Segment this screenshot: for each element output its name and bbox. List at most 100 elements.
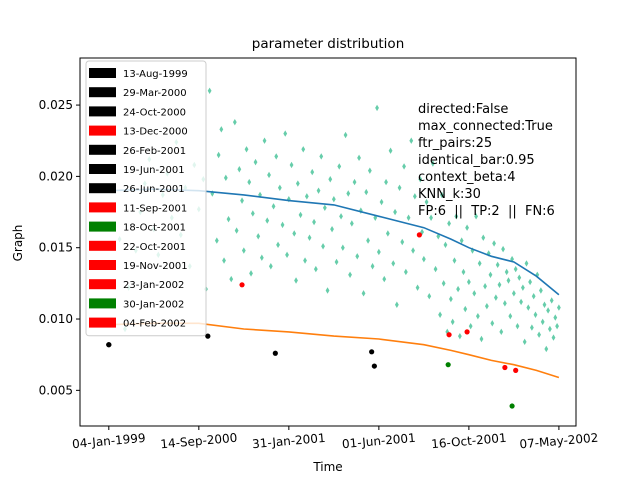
legend-entry: 13-Dec-2000: [123, 127, 188, 138]
legend-swatch: [89, 164, 116, 174]
scatter-point: [553, 314, 558, 321]
scatter-point: [538, 287, 543, 294]
scatter-point: [249, 270, 253, 277]
scatter-point: [280, 221, 285, 229]
scatter-point: [256, 233, 261, 240]
scatter-point: [274, 153, 279, 160]
scatter-point: [292, 230, 297, 237]
scatter-point: [393, 208, 397, 216]
scatter-point: [454, 213, 459, 220]
scatter-point: [429, 214, 433, 221]
scatter-point: [499, 328, 504, 336]
scatter-point: [226, 215, 231, 223]
scatter-point: [447, 220, 451, 227]
scatter-point: [513, 265, 518, 273]
annotation-line: FP:6 || TP:2 || FN:6: [418, 204, 555, 219]
scatter-point: [214, 237, 219, 244]
scatter-point: [271, 203, 276, 210]
scatter-point: [490, 320, 495, 327]
legend-entry: 29-Mar-2000: [123, 88, 187, 99]
scatter-point: [310, 168, 315, 176]
scatter-point: [330, 225, 334, 233]
scatter-point: [388, 147, 393, 154]
legend-entry: 11-Sep-2001: [123, 203, 187, 214]
scatter-point: [400, 238, 405, 246]
scatter-point: [517, 274, 522, 281]
scatter-point: [376, 248, 381, 256]
scatter-point: [501, 245, 505, 253]
x-tick-label: 04-Jan-1999: [72, 431, 147, 451]
scatter-point: [450, 318, 455, 326]
legend-swatch: [89, 144, 116, 155]
legend-swatch: [89, 298, 116, 309]
legend-swatch: [89, 202, 116, 213]
annotation-line: context_beta:4: [418, 170, 515, 185]
scatter-point: [438, 311, 442, 318]
annotation-line: max_connected:True: [418, 119, 553, 134]
scatter-point: [411, 247, 415, 254]
legend-entry: 30-Jan-2002: [123, 299, 184, 310]
scatter-point: [304, 193, 309, 200]
scatter-point: [222, 257, 226, 264]
scatter-point: [207, 87, 212, 95]
scatter-point: [452, 257, 457, 264]
scatter-point: [540, 318, 545, 326]
scatter-point: [495, 261, 500, 269]
scatter-point: [493, 294, 498, 301]
chart-title: parameter distribution: [252, 36, 405, 52]
scatter-point: [262, 137, 267, 144]
scatter-point: [295, 180, 300, 187]
event-point: [239, 282, 245, 288]
scatter-point: [361, 290, 366, 297]
scatter-point: [370, 263, 375, 270]
event-point: [446, 332, 452, 338]
event-point: [106, 342, 112, 348]
scatter-point: [379, 198, 384, 206]
scatter-point: [364, 188, 369, 196]
legend-swatch: [89, 183, 116, 194]
scatter-point: [319, 153, 324, 160]
scatter-point: [334, 258, 339, 266]
x-axis-label: Time: [312, 460, 342, 474]
plot-frame: [79, 57, 577, 427]
event-point: [272, 350, 278, 356]
scatter-point: [497, 281, 502, 288]
scatter-point: [223, 174, 228, 182]
legend-swatch: [89, 106, 116, 117]
legend-entry: 23-Jan-2002: [123, 280, 184, 291]
scatter-point: [265, 217, 270, 224]
event-point: [445, 362, 451, 368]
scatter-point: [537, 331, 541, 338]
scatter-point: [259, 254, 264, 261]
scatter-point: [355, 253, 360, 260]
scatter-point: [457, 332, 462, 340]
y-tick-label: 0.025: [39, 98, 73, 112]
scatter-point: [556, 304, 561, 311]
legend-swatch: [89, 317, 116, 328]
scatter-point: [232, 118, 237, 126]
scatter-point: [421, 255, 426, 263]
y-axis-label: Graph: [11, 225, 25, 262]
scatter-point: [298, 211, 303, 219]
scatter-point: [373, 214, 378, 221]
scatter-point: [294, 277, 298, 284]
annotation-line: ftr_pairs:25: [418, 136, 492, 151]
legend-swatch: [89, 279, 116, 290]
scatter-point: [289, 161, 294, 169]
scatter-point: [511, 290, 516, 297]
scatter-point: [349, 220, 354, 227]
scatter-point: [303, 257, 307, 264]
x-tick-label: 07-May-2002: [519, 431, 599, 452]
scatter-point: [268, 263, 273, 270]
scatter-point: [286, 196, 291, 203]
scatter-point: [529, 324, 534, 331]
scatter-point: [348, 271, 352, 279]
scatter-point: [479, 335, 484, 343]
annotation-line: identical_bar:0.95: [418, 153, 535, 168]
legend-swatch: [89, 125, 116, 136]
legend-swatch: [89, 260, 116, 270]
scatter-point: [484, 302, 489, 310]
scatter-point: [301, 146, 306, 153]
scatter-point: [508, 312, 513, 320]
x-tick-label: 01-Jun-2001: [341, 431, 416, 451]
